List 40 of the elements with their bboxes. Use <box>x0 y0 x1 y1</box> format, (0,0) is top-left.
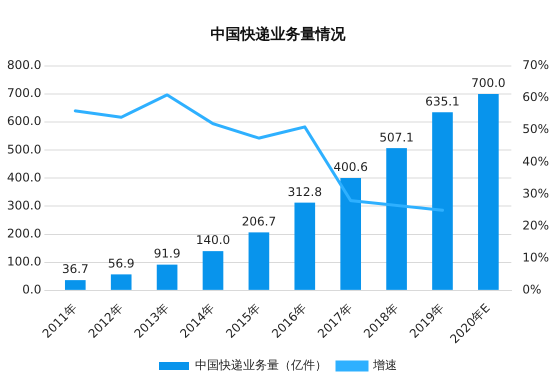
y-tick-label: 200.0 <box>6 226 42 240</box>
y-tick-label: 600.0 <box>6 114 42 128</box>
bar <box>386 148 407 290</box>
y-tick-label: 700.0 <box>6 86 42 100</box>
y2-tick-label: 50% <box>522 122 549 136</box>
bar <box>202 251 224 290</box>
data-label: 400.6 <box>334 160 368 174</box>
data-label: 700.0 <box>471 76 506 90</box>
data-label: 635.1 <box>425 94 460 108</box>
y-tick-label: 800.0 <box>6 58 42 72</box>
data-label: 56.9 <box>108 256 135 271</box>
y2-tick-label: 70% <box>522 58 549 72</box>
y-tick-label: 500.0 <box>6 142 42 156</box>
data-label: 507.1 <box>379 130 414 144</box>
bar <box>340 178 362 290</box>
data-label: 206.7 <box>242 214 276 229</box>
y2-tick-label: 60% <box>522 90 549 104</box>
y2-tick-label: 30% <box>522 186 549 200</box>
bar <box>248 232 270 290</box>
data-label: 91.9 <box>154 246 180 261</box>
bar <box>64 280 86 290</box>
bar <box>432 112 453 290</box>
y-tick-label: 400.0 <box>6 170 42 184</box>
bar <box>110 274 132 290</box>
y-tick-label: 100.0 <box>6 254 42 268</box>
data-label: 140.0 <box>196 233 230 248</box>
y2-tick-label: 0% <box>522 282 542 296</box>
bar <box>156 264 178 290</box>
y2-tick-label: 10% <box>522 250 549 264</box>
legend-label: 增速 <box>372 358 397 372</box>
chart-title: 中国快递业务量情况 <box>210 24 346 43</box>
y-tick-label: 300.0 <box>6 198 42 212</box>
bar <box>294 202 316 290</box>
y2-tick-label: 20% <box>522 218 549 232</box>
y2-tick-label: 40% <box>522 154 549 168</box>
data-label: 36.7 <box>62 262 89 276</box>
bar <box>478 94 499 290</box>
data-label: 312.8 <box>288 184 322 199</box>
legend-label: 中国快递业务量（亿件） <box>195 358 327 372</box>
y-tick-label: 0.0 <box>22 282 42 296</box>
